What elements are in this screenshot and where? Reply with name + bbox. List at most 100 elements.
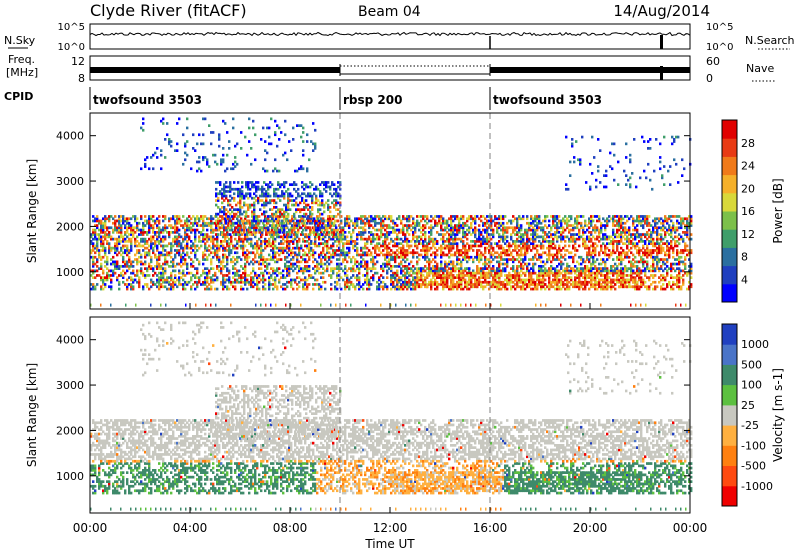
power-cell <box>226 240 229 243</box>
power-cell <box>362 219 365 223</box>
power-cell <box>554 253 557 257</box>
power-cell <box>366 217 369 221</box>
power-cell <box>246 278 249 282</box>
power-cell <box>564 244 567 248</box>
power-cell <box>562 228 565 232</box>
power-cell <box>570 235 573 239</box>
power-cell <box>186 244 189 248</box>
power-cell <box>434 240 437 243</box>
power-cell <box>486 231 489 234</box>
power-cell <box>318 267 321 270</box>
power-cell <box>244 217 247 221</box>
power-cell <box>244 233 247 236</box>
power-cell <box>472 219 475 223</box>
power-cell <box>646 221 649 225</box>
power-cell <box>574 246 577 250</box>
power-cell <box>534 224 537 227</box>
power-cell <box>194 255 197 259</box>
power-cell <box>400 219 403 223</box>
power-cell <box>112 246 115 250</box>
power-cell <box>182 251 185 255</box>
power-cell <box>662 249 665 252</box>
power-cell <box>356 235 359 239</box>
power-cell <box>346 260 349 264</box>
power-cell <box>402 217 405 221</box>
power-cell <box>436 262 439 266</box>
power-cell <box>642 251 645 255</box>
power-cell <box>582 240 585 243</box>
power-cell <box>346 215 349 218</box>
power-cell <box>372 226 375 230</box>
power-cell <box>632 217 635 221</box>
power-cell <box>150 224 153 227</box>
power-cell <box>418 253 421 257</box>
power-cell <box>170 231 173 234</box>
power-cell <box>284 235 287 239</box>
power-cell <box>148 251 151 255</box>
power-cell <box>230 237 233 241</box>
power-cell <box>648 235 651 239</box>
power-cell <box>212 235 215 239</box>
power-cell <box>628 237 631 241</box>
power-cell <box>328 233 331 236</box>
power-cell <box>280 246 283 250</box>
power-cell <box>562 237 565 241</box>
power-cell <box>652 251 655 255</box>
power-cell <box>608 249 611 252</box>
power-cell <box>222 240 225 243</box>
power-cell <box>204 253 207 257</box>
power-cell <box>460 240 463 243</box>
power-cell <box>622 226 625 230</box>
power-cell <box>626 237 629 241</box>
power-cell <box>96 265 99 268</box>
power-cell <box>640 237 643 241</box>
power-cell <box>124 249 127 252</box>
power-cell <box>382 267 385 270</box>
power-cell <box>262 255 265 259</box>
power-cell <box>650 251 653 255</box>
power-cell <box>490 253 493 257</box>
power-cell <box>326 240 329 243</box>
power-cell <box>150 255 153 259</box>
power-cell <box>212 242 215 245</box>
power-cell <box>588 221 591 225</box>
cpid-segment-label: twofsound 3503 <box>493 93 602 107</box>
power-cell <box>126 244 129 248</box>
power-cell <box>348 224 351 227</box>
power-cell <box>390 219 393 223</box>
power-cell <box>530 233 533 236</box>
power-cell <box>626 240 629 243</box>
power-cell <box>620 233 623 236</box>
power-cell <box>612 246 615 250</box>
power-cell <box>690 224 693 227</box>
power-cell <box>248 251 251 255</box>
power-cell <box>394 231 397 234</box>
power-cell <box>196 258 199 261</box>
power-cell <box>212 244 215 248</box>
power-cell <box>550 240 553 243</box>
power-cell <box>522 246 525 250</box>
power-cell <box>216 253 219 257</box>
power-cell <box>524 255 527 259</box>
power-cell <box>182 249 185 252</box>
power-cell <box>436 240 439 243</box>
power-cell <box>300 255 303 259</box>
power-cell <box>156 219 159 223</box>
power-cell <box>258 246 261 250</box>
power-cell <box>114 226 117 230</box>
power-cell <box>198 231 201 234</box>
power-cell <box>384 240 387 243</box>
power-cell <box>212 217 215 221</box>
power-cell <box>458 237 461 241</box>
power-cell <box>414 242 417 245</box>
power-cell <box>478 260 481 264</box>
power-cell <box>388 217 391 221</box>
power-cell <box>190 251 193 255</box>
power-cell <box>116 260 119 264</box>
power-cell <box>118 224 121 227</box>
power-cell <box>294 224 297 227</box>
power-cell <box>468 228 471 232</box>
power-cell <box>524 246 527 250</box>
power-cell <box>464 251 467 255</box>
power-cell <box>652 240 655 243</box>
